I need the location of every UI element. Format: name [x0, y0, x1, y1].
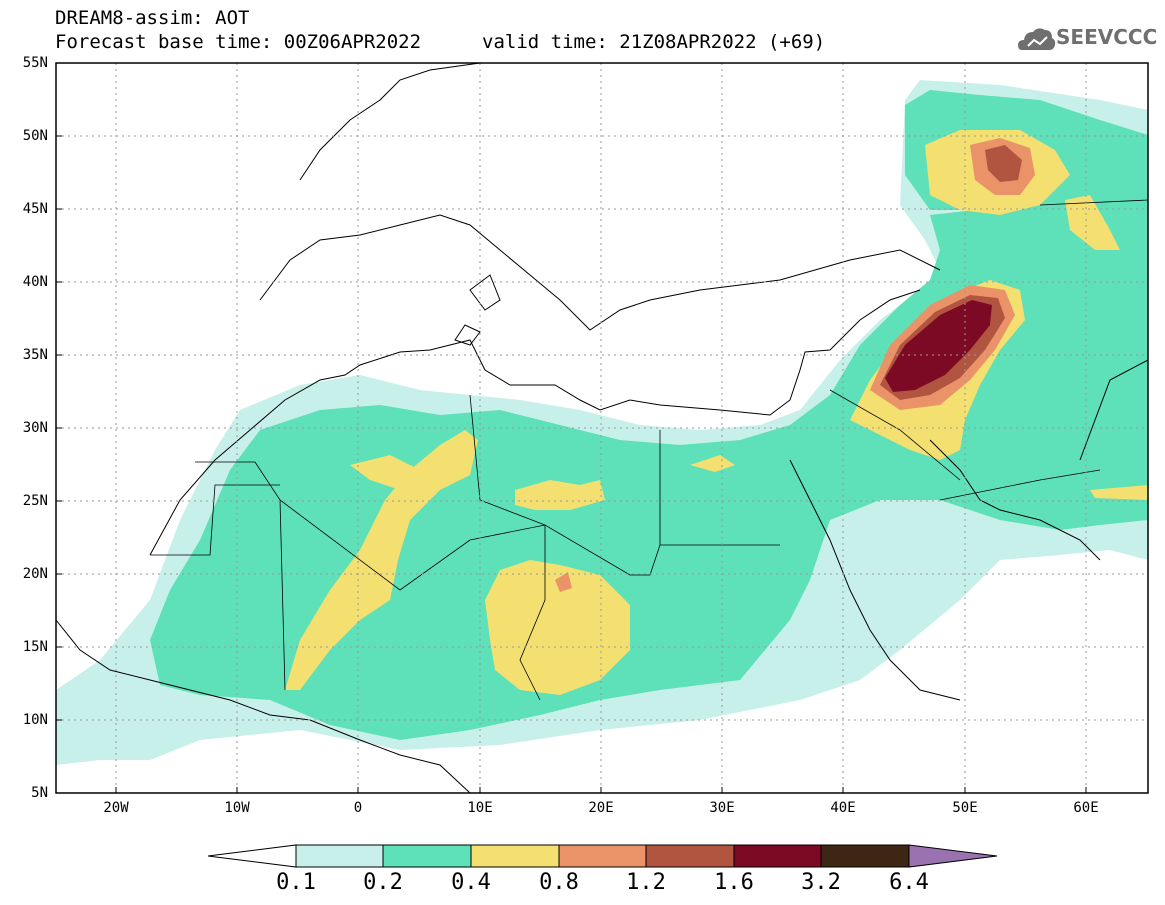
lat-label-35n: 35N	[22, 347, 48, 363]
lat-label-50n: 50N	[22, 128, 48, 144]
lon-label-10e: 10E	[467, 800, 493, 816]
colorbar-label-0-8: 0.8	[539, 870, 579, 895]
colorbar-label-3-2: 3.2	[801, 870, 841, 895]
colorbar-swatch-0-2	[382, 844, 472, 868]
lat-label-40n: 40N	[22, 274, 48, 290]
colorbar-swatch-1-6	[733, 844, 822, 868]
lat-label-25n: 25N	[22, 493, 48, 509]
lon-label-20e: 20E	[588, 800, 614, 816]
colorbar-label-6-4: 6.4	[889, 870, 929, 895]
colorbar-swatch-3-2	[820, 844, 910, 868]
lat-label-55n: 55N	[22, 55, 48, 71]
chart-title: DREAM8-assim: AOT	[55, 7, 250, 29]
logo-text: SEEVCCC	[1056, 25, 1158, 49]
lat-label-45n: 45N	[22, 201, 48, 217]
colorbar-label-1-2: 1.2	[626, 870, 666, 895]
colorbar-label-0-1: 0.1	[276, 870, 316, 895]
colorbar	[207, 844, 998, 868]
lat-label-30n: 30N	[22, 420, 48, 436]
lon-label-0: 0	[353, 800, 363, 816]
lon-label-50e: 50E	[952, 800, 978, 816]
lat-label-10n: 10N	[22, 712, 48, 728]
base-time: Forecast base time: 00Z06APR2022	[55, 31, 422, 53]
colorbar-label-1-6: 1.6	[714, 870, 754, 895]
borders	[150, 199, 1148, 701]
colorbar-swatch-0-8	[558, 844, 647, 868]
lon-label-20w: 20W	[103, 800, 129, 816]
lon-label-60e: 60E	[1073, 800, 1099, 816]
colorbar-min-arrow	[207, 844, 297, 868]
lon-label-30e: 30E	[709, 800, 735, 816]
lon-label-40e: 40E	[830, 800, 856, 816]
colorbar-label-0-2: 0.2	[363, 870, 403, 895]
lat-label-5n: 5N	[31, 785, 48, 801]
cloud-icon	[1018, 28, 1056, 50]
colorbar-max-arrow	[908, 844, 998, 868]
lon-label-10w: 10W	[224, 800, 250, 816]
lat-label-20n: 20N	[22, 566, 48, 582]
colorbar-swatch-0-1	[295, 844, 384, 868]
colorbar-swatch-0-4	[470, 844, 560, 868]
colorbar-swatch-1-2	[645, 844, 735, 868]
gridlines	[56, 63, 1148, 793]
colorbar-label-0-4: 0.4	[451, 870, 491, 895]
valid-time: valid time: 21Z08APR2022 (+69)	[482, 31, 826, 53]
lat-label-15n: 15N	[22, 639, 48, 655]
